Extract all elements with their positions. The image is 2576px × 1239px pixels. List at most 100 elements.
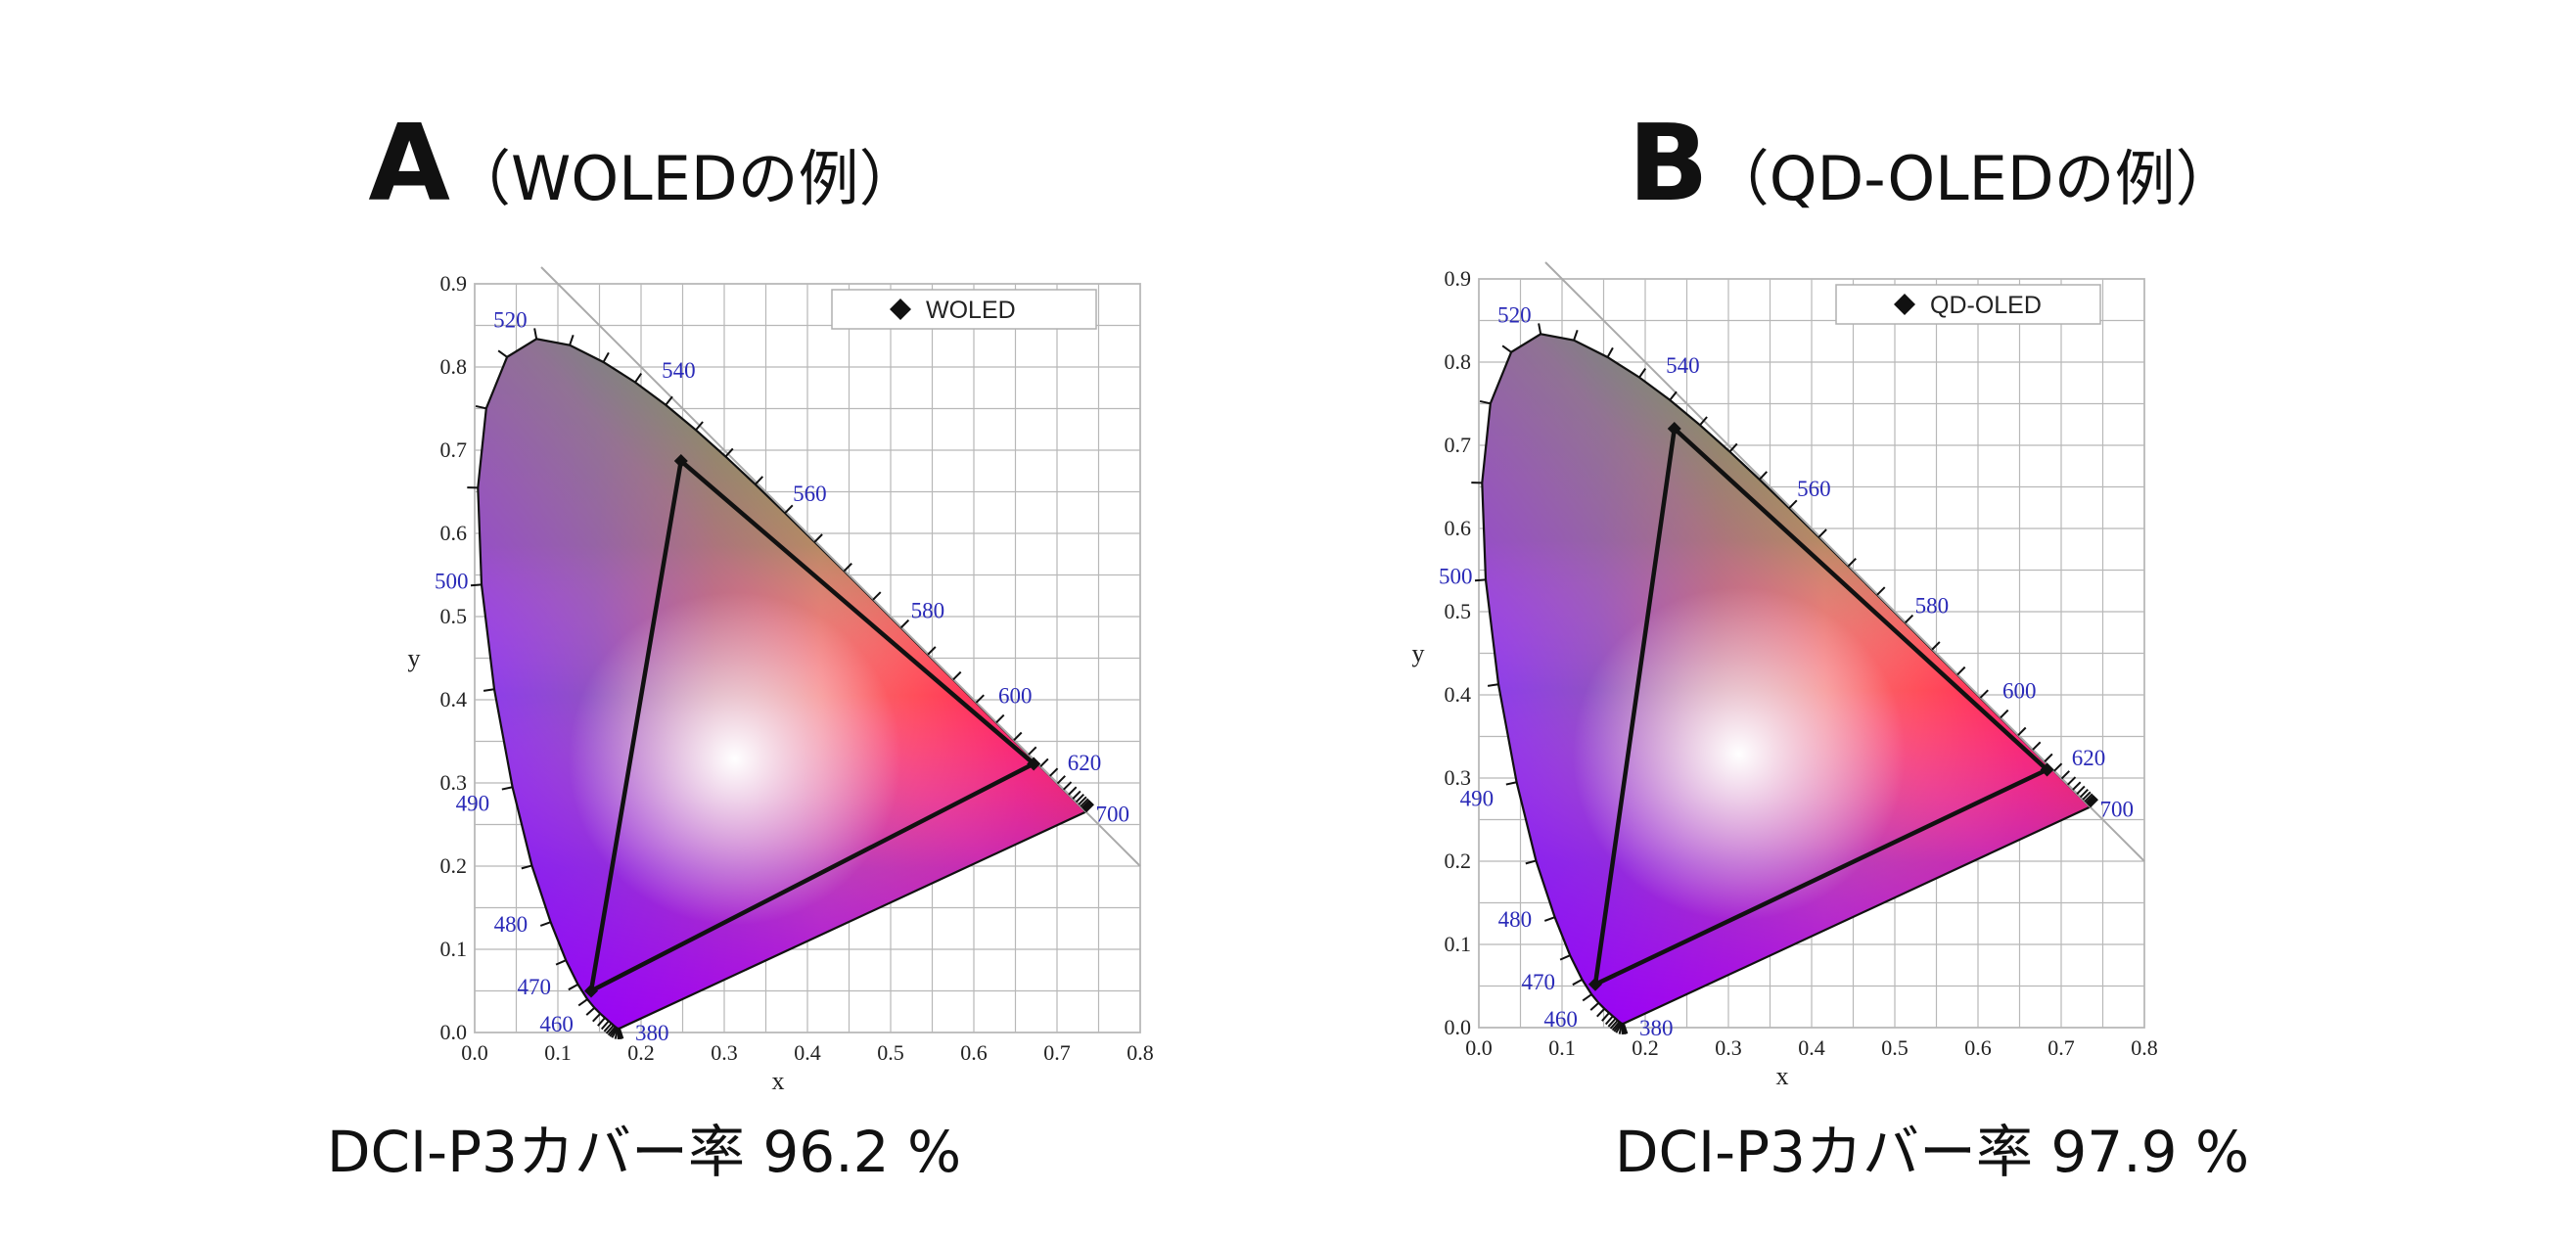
- locus-tick: [843, 562, 852, 573]
- y-tick-label: 0.6: [440, 521, 468, 545]
- y-tick-label: 0.2: [1445, 849, 1472, 873]
- locus-tick: [665, 395, 673, 406]
- locus-tick: [603, 1023, 613, 1032]
- wavelength-label: 470: [1521, 970, 1555, 994]
- primary-point: [1588, 977, 1602, 991]
- locus-tick: [1582, 993, 1592, 1002]
- locus-tick: [1543, 916, 1555, 922]
- locus-tick: [1039, 757, 1049, 767]
- locus-tick: [952, 670, 962, 681]
- locus-tick: [1604, 1015, 1614, 1026]
- locus-tick: [1615, 1023, 1623, 1033]
- locus-tick: [2032, 741, 2042, 751]
- x-tick-label: 0.4: [1798, 1035, 1825, 1060]
- wavelength-label: 460: [1543, 1007, 1578, 1032]
- coverage-caption: DCI-P3カバー率 97.9 %: [1614, 1119, 2250, 1185]
- locus-tick: [1056, 775, 1066, 785]
- wavelength-label: 500: [1439, 564, 1473, 588]
- locus-tick: [1081, 800, 1091, 810]
- y-tick-label: 0.9: [1445, 266, 1472, 291]
- locus-tick: [605, 1025, 615, 1034]
- cie-chromaticity-chart: 380 460 470 480 490 500 520 540 560 580 600 620 700 0…: [1412, 261, 2158, 1090]
- locus-tick: [1072, 790, 1081, 800]
- locus-tick: [577, 998, 588, 1007]
- locus-tick: [1075, 794, 1084, 803]
- y-tick-label: 0.0: [440, 1020, 468, 1044]
- locus-tick: [611, 1028, 619, 1038]
- x-tick-label: 0.8: [1127, 1040, 1154, 1065]
- wavelength-label: 700: [2099, 797, 2134, 821]
- locus-tick: [1573, 330, 1579, 342]
- locus-tick: [1638, 368, 1647, 379]
- x-tick-label: 0.3: [711, 1040, 738, 1065]
- locus-tick: [1609, 1020, 1619, 1030]
- panel-title: B（QD-OLEDの例）: [1288, 103, 2576, 225]
- y-tick-label: 0.3: [440, 770, 468, 795]
- y-tick-label: 0.1: [440, 937, 468, 961]
- legend-label: QD-OLED: [1930, 292, 2042, 319]
- y-tick-label: 0.4: [440, 687, 468, 711]
- locus-tick: [1063, 781, 1073, 791]
- locus-tick: [470, 583, 483, 587]
- locus-tick: [1559, 954, 1571, 961]
- locus-ticks: [1471, 323, 2098, 1034]
- y-axis-label: y: [408, 644, 421, 672]
- locus-tick: [1758, 471, 1768, 481]
- x-tick-label: 0.2: [627, 1040, 655, 1065]
- locus-tick: [592, 1013, 602, 1023]
- x-axis-label: x: [772, 1067, 785, 1095]
- locus-tick: [1817, 528, 1827, 538]
- locus-tick: [1505, 781, 1517, 786]
- locus-tick: [1080, 798, 1089, 807]
- locus-tick: [1525, 859, 1537, 865]
- locus-tick: [497, 349, 508, 358]
- locus-tick: [607, 1026, 617, 1036]
- y-tick-label: 0.1: [1445, 932, 1472, 956]
- locus-tick: [1538, 323, 1542, 335]
- panel-b: B（QD-OLEDの例） 380 460 470 480 490 500 520 540 560…: [1288, 0, 2576, 1239]
- locus-tick: [2076, 785, 2086, 795]
- y-tick-label: 0.8: [1445, 349, 1472, 374]
- locus-tick: [1049, 767, 1059, 777]
- locus-tick: [634, 373, 643, 384]
- locus-tick: [2044, 753, 2053, 762]
- wavelength-label: 480: [1498, 907, 1533, 932]
- locus-tick: [1618, 1023, 1624, 1034]
- locus-tick: [2017, 726, 2027, 737]
- wavelength-label: 540: [1666, 353, 1700, 378]
- legend-label: WOLED: [926, 297, 1016, 324]
- locus-tick: [2082, 791, 2092, 801]
- locus-tick: [1788, 499, 1798, 509]
- locus-tick: [2089, 798, 2098, 808]
- x-tick-label: 0.0: [461, 1040, 488, 1065]
- wavelength-label: 480: [494, 912, 528, 937]
- y-tick-label: 0.5: [440, 604, 468, 628]
- y-tick-label: 0.5: [1445, 599, 1472, 623]
- primary-point: [673, 454, 688, 469]
- locus-tick: [813, 533, 823, 543]
- locus-tick: [1596, 1008, 1606, 1018]
- locus-tick: [695, 421, 704, 431]
- gamut-triangle: [588, 458, 1036, 993]
- legend-marker: [890, 298, 911, 320]
- locus-tick: [1589, 1002, 1600, 1011]
- locus-tick: [1728, 442, 1738, 453]
- locus-tick: [1699, 416, 1708, 426]
- locus-tick: [724, 447, 734, 458]
- primary-point: [2040, 762, 2054, 777]
- locus-tick: [568, 983, 578, 991]
- locus-tick: [1501, 344, 1512, 353]
- panel-title: A（WOLEDの例）: [0, 103, 1288, 225]
- locus-tick: [1013, 731, 1023, 742]
- locus-tick: [585, 1007, 596, 1016]
- wavelength-label: 580: [911, 598, 945, 622]
- locus-tick: [1669, 390, 1678, 401]
- locus-tick: [1601, 1012, 1610, 1022]
- locus-ticks: [467, 328, 1094, 1039]
- locus-tick: [754, 476, 763, 485]
- x-tick-label: 0.7: [2047, 1035, 2075, 1060]
- locus-tick: [2084, 793, 2093, 803]
- y-tick-label: 0.8: [440, 354, 468, 379]
- locus-tick: [1931, 641, 1941, 651]
- locus-tick: [995, 713, 1005, 724]
